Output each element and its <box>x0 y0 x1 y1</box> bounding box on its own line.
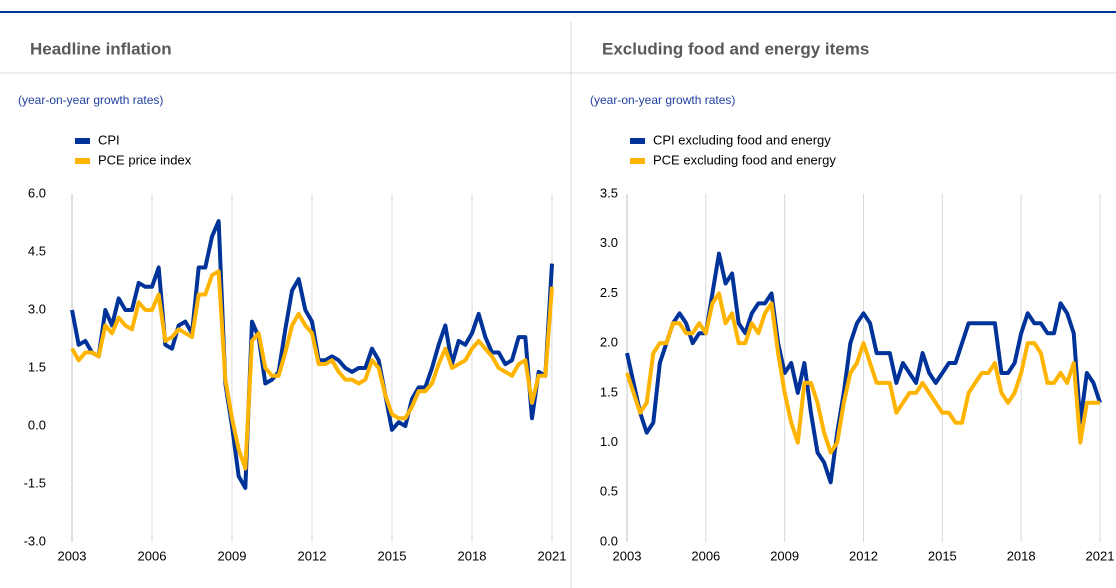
y-tick-label: 0.0 <box>600 533 618 548</box>
x-tick-label: 2012 <box>849 548 878 563</box>
y-tick-label: 2.5 <box>600 285 618 300</box>
x-tick-label: 2009 <box>218 548 247 563</box>
series-line <box>70 219 554 490</box>
legend-swatch <box>630 158 645 164</box>
subtitle: (year-on-year growth rates) <box>18 93 163 107</box>
x-tick-label: 2015 <box>928 548 957 563</box>
x-tick-label: 2015 <box>378 548 407 563</box>
y-tick-label: 3.5 <box>600 185 618 200</box>
y-tick-label: 0.5 <box>600 484 618 499</box>
y-tick-label: 3.0 <box>28 301 46 316</box>
y-tick-label: -1.5 <box>24 475 46 490</box>
panel-title: Headline inflation <box>30 39 172 58</box>
x-tick-label: 2021 <box>1086 548 1115 563</box>
y-tick-label: 4.5 <box>28 243 46 258</box>
y-tick-label: 6.0 <box>28 185 46 200</box>
y-tick-label: 1.5 <box>28 359 46 374</box>
series-line <box>70 269 554 471</box>
y-tick-label: -3.0 <box>24 533 46 548</box>
legend-swatch <box>75 158 90 164</box>
x-tick-label: 2018 <box>1007 548 1036 563</box>
legend-swatch <box>75 138 90 144</box>
x-tick-label: 2006 <box>691 548 720 563</box>
top-rule <box>0 11 1116 13</box>
subtitle: (year-on-year growth rates) <box>590 93 735 107</box>
x-tick-label: 2006 <box>138 548 167 563</box>
legend-label: PCE price index <box>98 152 192 167</box>
y-tick-label: 1.0 <box>600 434 618 449</box>
series-line <box>625 291 1100 455</box>
x-tick-label: 2018 <box>458 548 487 563</box>
x-tick-label: 2009 <box>770 548 799 563</box>
legend-swatch <box>630 138 645 144</box>
legend-label: CPI excluding food and energy <box>653 132 831 147</box>
x-tick-label: 2012 <box>298 548 327 563</box>
x-tick-label: 2003 <box>58 548 87 563</box>
y-tick-label: 2.0 <box>600 335 618 350</box>
x-tick-label: 2003 <box>613 548 642 563</box>
y-tick-label: 0.0 <box>28 417 46 432</box>
y-tick-label: 3.0 <box>600 235 618 250</box>
legend-label: CPI <box>98 132 120 147</box>
x-tick-label: 2021 <box>538 548 567 563</box>
panel-title: Excluding food and energy items <box>602 39 869 58</box>
legend-label: PCE excluding food and energy <box>653 152 836 167</box>
y-tick-label: 1.5 <box>600 384 618 399</box>
